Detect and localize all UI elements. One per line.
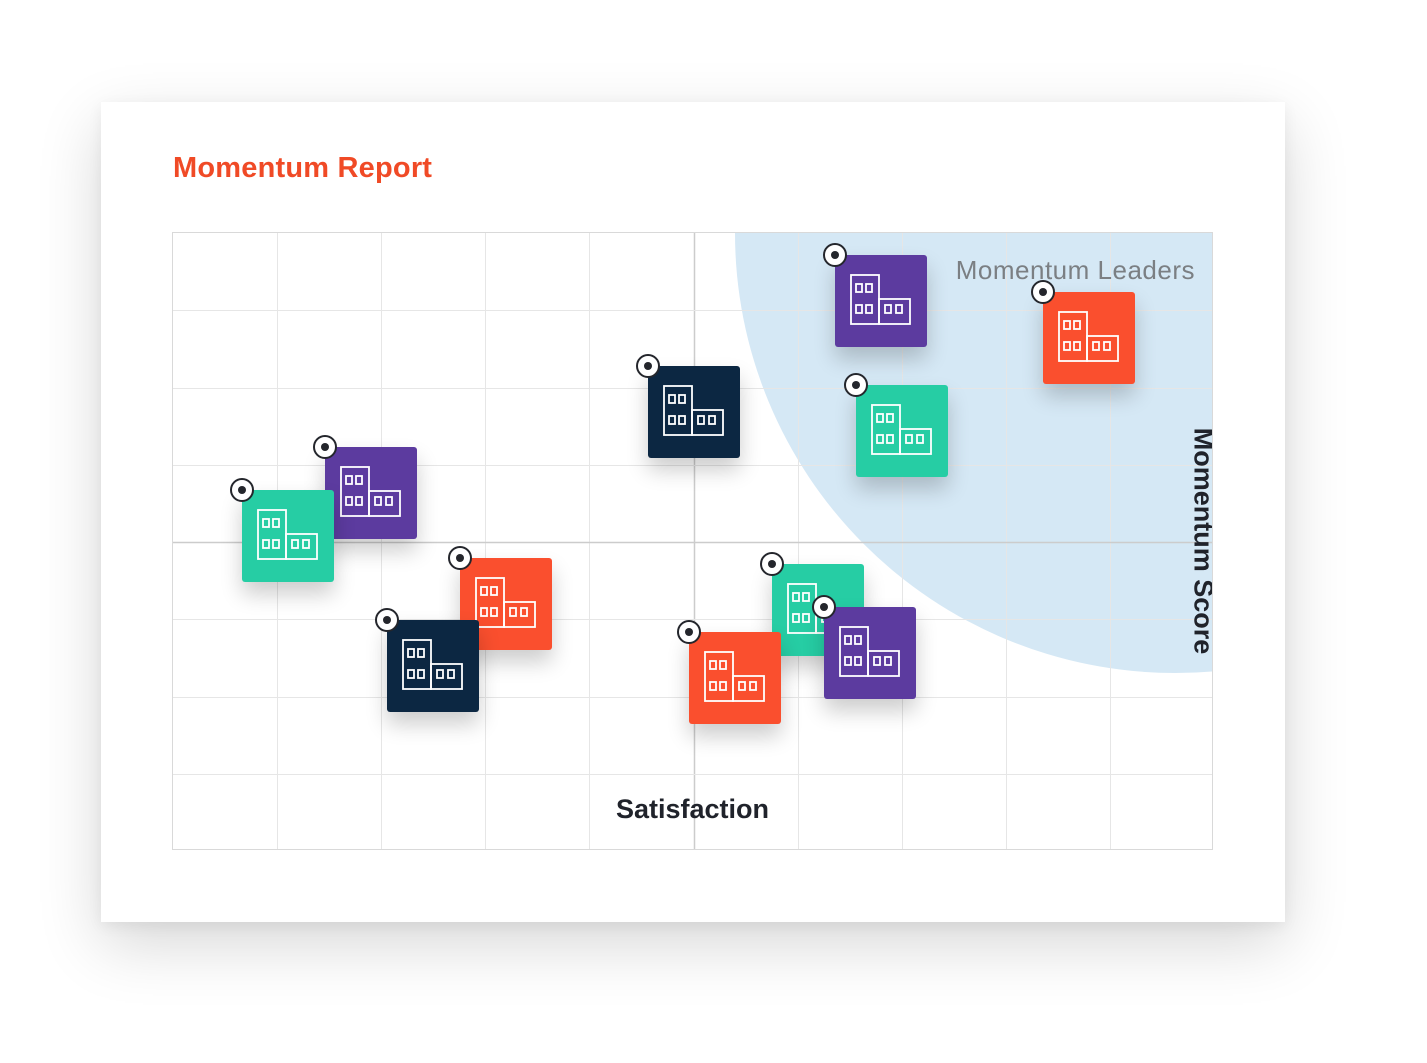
building-icon <box>871 404 932 455</box>
report-card: Momentum Report Momentum Leaders Satisfa… <box>101 102 1285 922</box>
building-icon <box>402 639 463 690</box>
y-axis-label: Momentum Score <box>1178 233 1213 849</box>
pin-icon <box>812 595 836 619</box>
building-icon <box>839 626 900 677</box>
company-tile-orange[interactable] <box>1031 280 1135 384</box>
company-tile-purple[interactable] <box>812 595 916 699</box>
pin-icon <box>823 243 847 267</box>
building-icon <box>340 466 401 517</box>
company-tile-green[interactable] <box>844 373 948 477</box>
pin-icon <box>230 478 254 502</box>
building-icon <box>663 385 724 436</box>
pin-icon <box>844 373 868 397</box>
building-icon <box>475 577 536 628</box>
y-axis-label-text: Momentum Score <box>1188 427 1213 655</box>
pin-icon <box>677 620 701 644</box>
company-tile-purple[interactable] <box>313 435 417 539</box>
pin-icon <box>1031 280 1055 304</box>
pin-icon <box>636 354 660 378</box>
building-icon <box>257 509 318 560</box>
pin-icon <box>760 552 784 576</box>
pin-icon <box>448 546 472 570</box>
building-icon <box>1058 311 1119 362</box>
momentum-leaders-label: Momentum Leaders <box>955 255 1195 285</box>
x-axis-label: Satisfaction <box>173 794 1212 825</box>
pin-icon <box>313 435 337 459</box>
building-icon <box>850 274 911 325</box>
x-axis-label-text: Satisfaction <box>615 794 770 824</box>
pin-icon <box>375 608 399 632</box>
company-tile-navy[interactable] <box>636 354 740 458</box>
company-tile-orange[interactable] <box>677 620 781 724</box>
company-tile-green[interactable] <box>230 478 334 582</box>
momentum-chart: Momentum Leaders Satisfaction Momentum S… <box>172 232 1213 850</box>
report-title: Momentum Report <box>173 152 433 184</box>
company-tile-purple[interactable] <box>823 243 927 347</box>
company-tile-navy[interactable] <box>375 608 479 712</box>
building-icon <box>704 651 765 702</box>
